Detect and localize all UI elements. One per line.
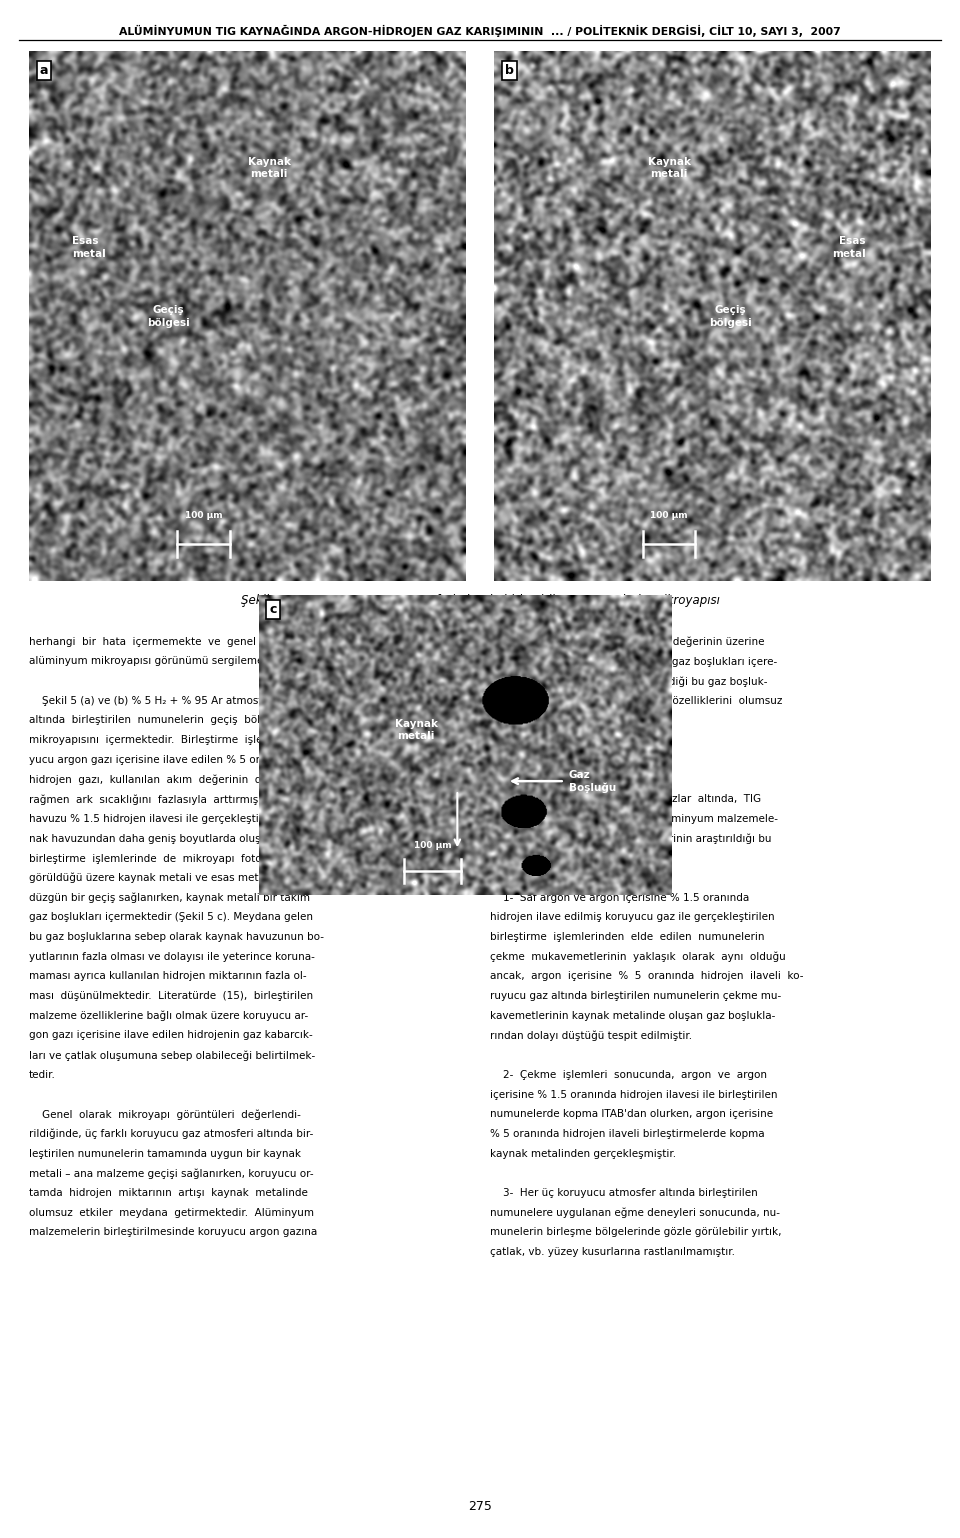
Text: çekme  mukavemetlerinin  yaklaşık  olarak  aynı  olduğu: çekme mukavemetlerinin yaklaşık olarak a… bbox=[490, 952, 785, 963]
Text: 100 μm: 100 μm bbox=[414, 841, 451, 851]
Text: a: a bbox=[39, 65, 48, 77]
Text: Esas
metal: Esas metal bbox=[832, 237, 866, 258]
Text: 2-  Çekme  işlemleri  sonucunda,  argon  ve  argon: 2- Çekme işlemleri sonucunda, argon ve a… bbox=[490, 1070, 767, 1080]
Text: olumsuz  etkiler  meydana  getirmektedir.  Alüminyum: olumsuz etkiler meydana getirmektedir. A… bbox=[29, 1207, 314, 1218]
Text: bu gaz boşluklarına sebep olarak kaynak havuzunun bo-: bu gaz boşluklarına sebep olarak kaynak … bbox=[29, 932, 324, 943]
Text: Kaynak
metali: Kaynak metali bbox=[395, 718, 438, 741]
Text: malzemelerin birleştirilmesinde koruyucu argon gazına: malzemelerin birleştirilmesinde koruyucu… bbox=[29, 1227, 317, 1238]
Text: c: c bbox=[270, 603, 276, 615]
Text: malzeme özelliklerine bağlı olmak üzere koruyucu ar-: malzeme özelliklerine bağlı olmak üzere … bbox=[29, 1010, 308, 1021]
Text: hidrojen ilave edilmiş koruyucu gaz ile gerçekleştirilen: hidrojen ilave edilmiş koruyucu gaz ile … bbox=[490, 912, 774, 923]
Text: gon gazı içerisine ilave edilen hidrojenin gaz kabarcık-: gon gazı içerisine ilave edilen hidrojen… bbox=[29, 1030, 313, 1041]
Text: 4. SONUÇLAR: 4. SONUÇLAR bbox=[490, 755, 568, 764]
Text: alüminyum mikroyapısı görünümü sergilemektedir.: alüminyum mikroyapısı görünümü sergileme… bbox=[29, 657, 297, 666]
Text: 275: 275 bbox=[468, 1501, 492, 1513]
Text: çalışmada;: çalışmada; bbox=[490, 854, 546, 863]
Text: 3-  Her üç koruyucu atmosfer altında birleştirilen: 3- Her üç koruyucu atmosfer altında birl… bbox=[490, 1187, 757, 1198]
Text: görüldüğü üzere kaynak metali ve esas metal arasında: görüldüğü üzere kaynak metali ve esas me… bbox=[29, 874, 316, 883]
Text: ları ve çatlak oluşumuna sebep olabileceği belirtilmek-: ları ve çatlak oluşumuna sebep olabilece… bbox=[29, 1050, 315, 1061]
Text: yutlarının fazla olması ve dolayısı ile yeterince koruna-: yutlarının fazla olması ve dolayısı ile … bbox=[29, 952, 315, 961]
Text: tedir.: tedir. bbox=[29, 1070, 56, 1080]
Text: % 5 oranında hidrojen ilaveli birleştirmelerde kopma: % 5 oranında hidrojen ilaveli birleştirm… bbox=[490, 1129, 764, 1140]
Text: mikroyapısını  içermektedir.  Birleştirme  işleminde  koru-: mikroyapısını içermektedir. Birleştirme … bbox=[29, 735, 328, 746]
Text: kaynak metalinden gerçekleşmiştir.: kaynak metalinden gerçekleşmiştir. bbox=[490, 1149, 676, 1158]
Text: havuzu % 1.5 hidrojen ilavesi ile gerçekleştirilen kay-: havuzu % 1.5 hidrojen ilavesi ile gerçek… bbox=[29, 814, 307, 824]
Text: herhangi  bir  hata  içermemekte  ve  genel  olarak: herhangi bir hata içermemekte ve genel o… bbox=[29, 637, 295, 647]
Text: birleştirme  işlemlerinde  de  mikroyapı  fotoğraflarından: birleştirme işlemlerinde de mikroyapı fo… bbox=[29, 854, 325, 864]
Text: ması  düşünülmektedir.  Literatürde  (15),  birleştirilen: ması düşünülmektedir. Literatürde (15), … bbox=[29, 990, 313, 1001]
Text: rildiğinde, üç farklı koruyucu gaz atmosferi altında bir-: rildiğinde, üç farklı koruyucu gaz atmos… bbox=[29, 1129, 313, 1140]
Text: kavemetlerinin kaynak metalinde oluşan gaz boşlukla-: kavemetlerinin kaynak metalinde oluşan g… bbox=[490, 1010, 775, 1021]
Text: rağmen  ark  sıcaklığını  fazlasıyla  arttırmış  ve  kaynak: rağmen ark sıcaklığını fazlasıyla arttır… bbox=[29, 794, 322, 804]
Text: Geçiş
bölgesi: Geçiş bölgesi bbox=[708, 306, 752, 328]
Text: Şekil 5.  % 5 H₂ + % 95 Ar atmosferi altında birleştirilen numunelerin mikroyapı: Şekil 5. % 5 H₂ + % 95 Ar atmosferi altı… bbox=[241, 594, 719, 606]
Text: numunelerde kopma ITAB'dan olurken, argon içerisine: numunelerde kopma ITAB'dan olurken, argo… bbox=[490, 1109, 773, 1120]
Text: içerisine % 1.5 oranında hidrojen ilavesi ile birleştirilen: içerisine % 1.5 oranında hidrojen ilaves… bbox=[490, 1089, 777, 1100]
Text: metali – ana malzeme geçişi sağlanırken, koruyucu or-: metali – ana malzeme geçişi sağlanırken,… bbox=[29, 1169, 313, 1178]
Text: Genel  olarak  mikroyapı  görüntüleri  değerlendi-: Genel olarak mikroyapı görüntüleri değer… bbox=[29, 1109, 300, 1120]
Text: 100 μm: 100 μm bbox=[650, 511, 688, 520]
Text: leştirilen numunelerin tamamında uygun bir kaynak: leştirilen numunelerin tamamında uygun b… bbox=[29, 1149, 300, 1158]
Text: Gaz
Boşluğu: Gaz Boşluğu bbox=[568, 769, 616, 792]
Text: düzgün bir geçiş sağlanırken, kaynak metali bir takım: düzgün bir geçiş sağlanırken, kaynak met… bbox=[29, 892, 310, 903]
Text: 1-  Saf argon ve argon içerisine % 1.5 oranında: 1- Saf argon ve argon içerisine % 1.5 or… bbox=[490, 892, 749, 903]
Text: rından dolayı düştüğü tespit edilmiştir.: rından dolayı düştüğü tespit edilmiştir. bbox=[490, 1030, 692, 1041]
Text: Farklı  karışımdaki  koruyucu  gazlar  altında,  TIG: Farklı karışımdaki koruyucu gazlar altın… bbox=[490, 794, 760, 804]
Text: Geçiş
bölgesi: Geçiş bölgesi bbox=[147, 306, 190, 328]
Text: maması ayrıca kullanılan hidrojen miktarının fazla ol-: maması ayrıca kullanılan hidrojen miktar… bbox=[29, 972, 306, 981]
Text: çatlak, vb. yüzey kusurlarına rastlanılmamıştır.: çatlak, vb. yüzey kusurlarına rastlanılm… bbox=[490, 1247, 734, 1257]
Text: 100 μm: 100 μm bbox=[184, 511, 223, 520]
Text: Şekil 5 (a) ve (b) % 5 H₂ + % 95 Ar atmosferi: Şekil 5 (a) ve (b) % 5 H₂ + % 95 Ar atmo… bbox=[29, 695, 276, 706]
Text: yönde etkilemektedir.: yönde etkilemektedir. bbox=[490, 715, 604, 726]
Text: tamda  hidrojen  miktarının  artışı  kaynak  metalinde: tamda hidrojen miktarının artışı kaynak … bbox=[29, 1187, 307, 1198]
Text: ları  ise  birleştirmelerin  mekanik  özelliklerini  olumsuz: ları ise birleştirmelerin mekanik özelli… bbox=[490, 695, 782, 706]
Text: rin mekanik ve mikroyapı özelliklerinin araştırıldığı bu: rin mekanik ve mikroyapı özelliklerinin … bbox=[490, 834, 771, 844]
Text: çıktığında kaynak metali bir takım gaz boşlukları içere-: çıktığında kaynak metali bir takım gaz b… bbox=[490, 657, 777, 667]
Text: bilmektedir. Kaynak metalinin içerdiği bu gaz boşluk-: bilmektedir. Kaynak metalinin içerdiği b… bbox=[490, 677, 767, 686]
Text: ilave edilen hidrojen miktarı % 1.5 değerinin üzerine: ilave edilen hidrojen miktarı % 1.5 değe… bbox=[490, 637, 764, 647]
Text: Kaynak
metali: Kaynak metali bbox=[648, 157, 690, 180]
Text: ancak,  argon  içerisine  %  5  oranında  hidrojen  ilaveli  ko-: ancak, argon içerisine % 5 oranında hidr… bbox=[490, 972, 804, 981]
Text: nak havuzundan daha geniş boyutlarda oluşmuştur. Bu: nak havuzundan daha geniş boyutlarda olu… bbox=[29, 834, 317, 844]
Text: kaynak yöntemi ile birleştirilen alüminyum malzemele-: kaynak yöntemi ile birleştirilen alüminy… bbox=[490, 814, 778, 824]
Text: birleştirme  işlemlerinden  elde  edilen  numunelerin: birleştirme işlemlerinden elde edilen nu… bbox=[490, 932, 764, 943]
Text: yucu argon gazı içerisine ilave edilen % 5 oranındaki: yucu argon gazı içerisine ilave edilen %… bbox=[29, 755, 304, 764]
Text: b: b bbox=[505, 65, 515, 77]
Text: gaz boşlukları içermektedir (Şekil 5 c). Meydana gelen: gaz boşlukları içermektedir (Şekil 5 c).… bbox=[29, 912, 313, 923]
Text: Kaynak
metali: Kaynak metali bbox=[248, 157, 291, 180]
Text: numunelere uygulanan eğme deneyleri sonucunda, nu-: numunelere uygulanan eğme deneyleri sonu… bbox=[490, 1207, 780, 1218]
Text: hidrojen  gazı,  kullanılan  akım  değerinin  düşük  olmasına: hidrojen gazı, kullanılan akım değerinin… bbox=[29, 775, 340, 784]
Text: munelerin birleşme bölgelerinde gözle görülebilir yırtık,: munelerin birleşme bölgelerinde gözle gö… bbox=[490, 1227, 781, 1238]
Text: Esas
metal: Esas metal bbox=[72, 237, 107, 258]
Text: altında  birleştirilen  numunelerin  geçiş  bölgeleri: altında birleştirilen numunelerin geçiş … bbox=[29, 715, 290, 726]
Text: ALÜMİNYUMUN TIG KAYNAĞINDA ARGON-HİDROJEN GAZ KARIŞIMININ  ... / POLİTEKNİK DERG: ALÜMİNYUMUN TIG KAYNAĞINDA ARGON-HİDROJE… bbox=[119, 25, 841, 37]
Text: ruyucu gaz altında birleştirilen numunelerin çekme mu-: ruyucu gaz altında birleştirilen numunel… bbox=[490, 990, 780, 1001]
